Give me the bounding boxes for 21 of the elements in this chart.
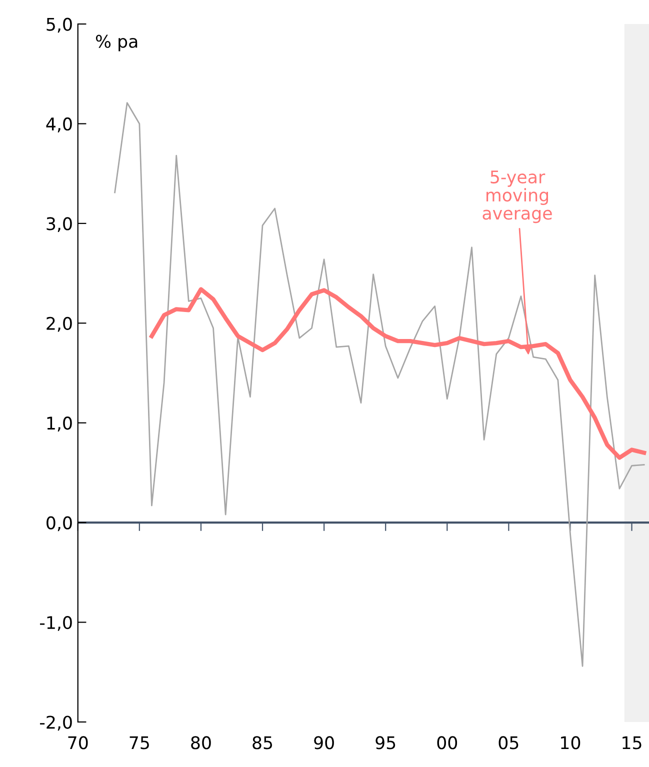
y-tick-label: 3,0	[46, 217, 72, 232]
y-axis-title: % pa	[96, 34, 138, 52]
y-tick-label: 0,0	[46, 516, 72, 532]
x-tick-label: 90	[314, 736, 334, 750]
x-tick-label: 10	[561, 736, 580, 750]
line-series	[114, 102, 645, 667]
x-tick-label: 75	[130, 736, 149, 750]
y-tick-label: 4,0	[46, 117, 72, 132]
annotation: 5-year moving average	[482, 170, 552, 224]
x-tick-label: 80	[191, 736, 211, 750]
y-tick-label: -1,0	[40, 616, 72, 631]
y-tick-label: 2,0	[46, 316, 72, 332]
x-tick-label: 00	[437, 736, 458, 750]
y-tick-label: 5,0	[46, 18, 72, 33]
y-tick-label: 1,0	[47, 416, 72, 432]
x-tick-label: 15	[622, 736, 642, 750]
x-tick-label: 85	[252, 736, 272, 750]
y-tick-label: -2,0	[40, 716, 72, 731]
x-tick-label: 05	[498, 736, 518, 750]
x-tick-label: 70	[68, 736, 88, 750]
x-tick-label: 95	[376, 736, 396, 750]
